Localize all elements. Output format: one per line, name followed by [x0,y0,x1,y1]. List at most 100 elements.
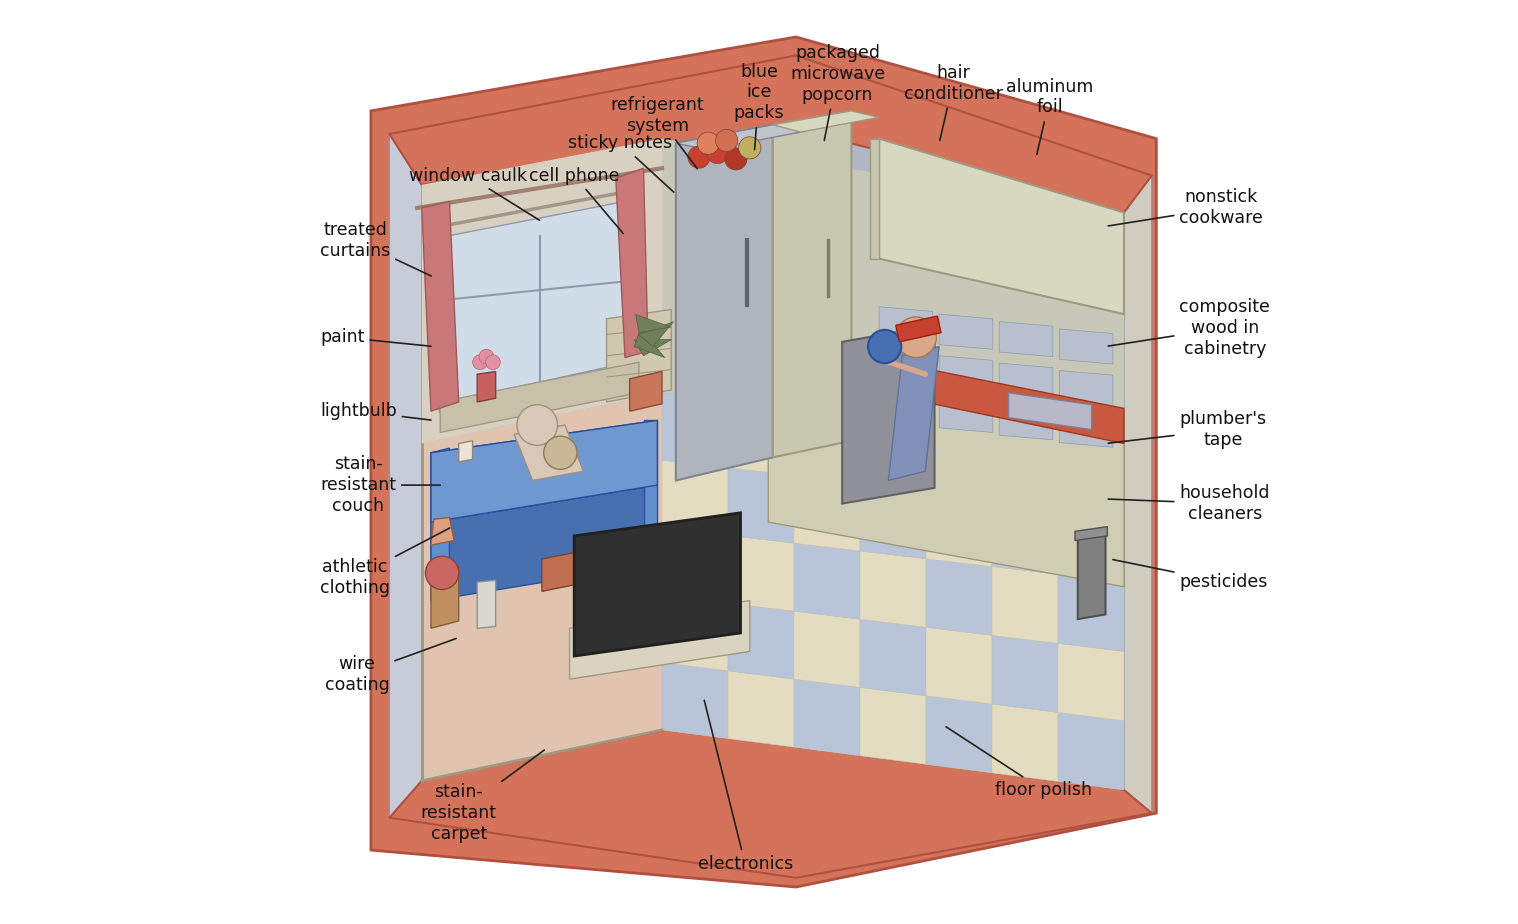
Polygon shape [1058,712,1123,790]
Polygon shape [861,482,926,559]
Polygon shape [926,559,991,636]
Polygon shape [477,371,496,402]
Polygon shape [768,337,1123,444]
Text: hair
conditioner: hair conditioner [903,64,1002,140]
Polygon shape [773,111,879,132]
Polygon shape [676,125,805,150]
Polygon shape [991,498,1058,575]
Circle shape [425,556,458,590]
Polygon shape [515,425,583,480]
Text: athletic
clothing: athletic clothing [320,528,449,597]
Polygon shape [926,696,991,772]
Text: paint: paint [320,328,431,346]
Polygon shape [635,329,665,358]
Text: blue
ice
packs: blue ice packs [733,63,785,150]
Text: window caulk: window caulk [408,166,539,220]
Polygon shape [422,201,458,411]
Polygon shape [861,687,926,764]
Polygon shape [390,702,1152,878]
Polygon shape [662,393,729,468]
Polygon shape [477,580,496,628]
Polygon shape [940,314,993,349]
Polygon shape [662,139,1123,444]
Text: plumber's
tape: plumber's tape [1108,410,1266,449]
Circle shape [724,148,747,170]
Polygon shape [794,543,861,619]
Polygon shape [729,671,794,748]
Polygon shape [431,420,657,522]
Polygon shape [542,545,612,591]
Polygon shape [794,679,861,756]
Polygon shape [729,400,794,475]
Circle shape [688,146,710,168]
Polygon shape [370,37,1157,887]
Polygon shape [879,348,932,383]
Circle shape [518,405,557,445]
Polygon shape [991,636,1058,712]
Circle shape [543,436,577,469]
Polygon shape [662,393,1123,790]
Polygon shape [630,371,662,411]
Polygon shape [773,111,852,457]
Polygon shape [422,393,662,781]
Polygon shape [431,448,449,601]
Text: sticky notes: sticky notes [568,134,674,192]
Polygon shape [662,528,729,603]
Polygon shape [842,325,935,504]
Polygon shape [991,704,1058,782]
Polygon shape [926,627,991,704]
Text: refrigerant
system: refrigerant system [610,96,704,169]
Circle shape [472,355,487,370]
Text: stain-
resistant
carpet: stain- resistant carpet [420,750,545,843]
Polygon shape [879,390,932,425]
Polygon shape [729,468,794,543]
Polygon shape [861,415,926,491]
Text: floor polish: floor polish [946,727,1091,799]
Polygon shape [1123,176,1152,813]
Polygon shape [422,129,1123,790]
Polygon shape [449,201,630,402]
Polygon shape [1075,527,1107,541]
Polygon shape [1058,575,1123,651]
Text: packaged
microwave
popcorn: packaged microwave popcorn [789,44,885,140]
Circle shape [480,349,493,364]
Polygon shape [639,322,674,346]
Text: composite
wood in
cabinetry: composite wood in cabinetry [1108,298,1271,358]
Polygon shape [1060,371,1113,406]
Polygon shape [999,405,1053,440]
Circle shape [739,137,761,159]
Polygon shape [940,397,993,432]
Circle shape [486,355,501,370]
Circle shape [868,330,902,363]
Polygon shape [888,346,940,480]
Polygon shape [662,595,729,671]
Polygon shape [926,491,991,566]
Text: aluminum
foil: aluminum foil [1006,78,1094,154]
Text: cell phone: cell phone [528,166,624,234]
Polygon shape [999,322,1053,357]
Polygon shape [1078,531,1105,619]
Polygon shape [861,551,926,627]
Polygon shape [1060,329,1113,364]
Polygon shape [870,139,879,259]
Polygon shape [636,314,671,333]
Polygon shape [390,134,422,818]
Polygon shape [729,603,794,679]
Polygon shape [999,363,1053,398]
Polygon shape [431,420,657,522]
Circle shape [715,129,738,152]
Text: treated
curtains: treated curtains [320,221,431,276]
Polygon shape [569,601,750,679]
Polygon shape [1058,436,1123,513]
Polygon shape [574,513,741,656]
Polygon shape [768,342,1123,587]
Polygon shape [1058,505,1123,582]
Text: electronics: electronics [697,700,792,873]
Polygon shape [662,663,729,738]
Polygon shape [662,460,729,535]
Text: nonstick
cookware: nonstick cookware [1108,188,1263,227]
Polygon shape [676,125,773,480]
Text: wire
coating: wire coating [325,638,455,694]
Polygon shape [879,139,1123,314]
Polygon shape [991,429,1058,505]
